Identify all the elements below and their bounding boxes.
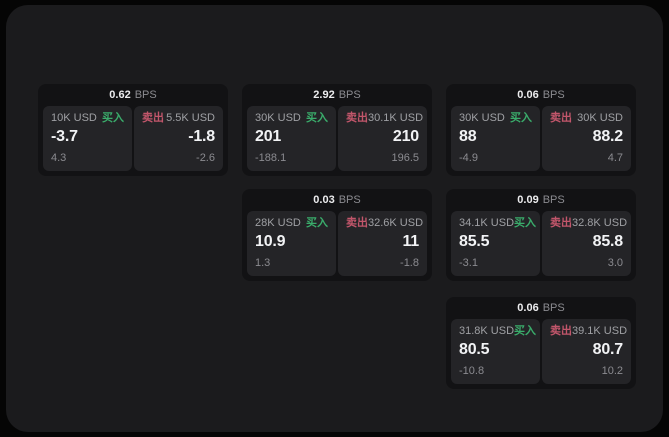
sell-panel[interactable]: 卖出 32.8K USD 85.8 3.0: [542, 211, 631, 276]
sell-delta-value: 3.0: [607, 257, 623, 269]
sell-side-label: 卖出: [550, 112, 572, 124]
sell-amount-label: 32.6K USD: [368, 217, 424, 229]
sell-panel[interactable]: 卖出 5.5K USD -1.8 -2.6: [134, 106, 223, 171]
buy-delta-value: -188.1: [255, 152, 287, 164]
buy-side-label: 买入: [306, 217, 328, 229]
sell-delta-value: -2.6: [196, 152, 215, 164]
sell-price-value: 80.7: [592, 341, 624, 358]
sell-delta-value: 196.5: [391, 152, 419, 164]
bps-value: 0.09: [517, 194, 539, 206]
sell-side-label: 卖出: [550, 325, 572, 337]
sell-delta-value: 10.2: [601, 365, 623, 377]
card-header: 0.09 BPS: [446, 189, 636, 211]
buy-panel[interactable]: 34.1K USD 买入 85.5 -3.1: [451, 211, 540, 276]
quote-card: 0.62 BPS 10K USD 买入 -3.7 4.3 卖出 5.5K USD…: [38, 84, 228, 176]
buy-panel[interactable]: 30K USD 买入 88 -4.9: [451, 106, 540, 171]
sell-amount-label: 30.1K USD: [368, 112, 424, 124]
card-header: 0.62 BPS: [38, 84, 228, 106]
bps-unit-label: BPS: [338, 89, 361, 101]
sell-amount-label: 5.5K USD: [166, 112, 215, 124]
sell-amount-label: 30K USD: [577, 112, 623, 124]
buy-amount-label: 10K USD: [51, 112, 97, 124]
sell-panel[interactable]: 卖出 30.1K USD 210 196.5: [338, 106, 427, 171]
quote-card: 0.09 BPS 34.1K USD 买入 85.5 -3.1 卖出 32.8K…: [446, 189, 636, 281]
bps-value: 0.06: [517, 302, 539, 314]
sell-price-value: 210: [392, 128, 419, 145]
bps-value: 0.06: [517, 89, 539, 101]
buy-price-value: 85.5: [459, 233, 490, 250]
sell-side-label: 卖出: [550, 217, 572, 229]
bps-value: 0.62: [109, 89, 131, 101]
card-header: 0.03 BPS: [242, 189, 432, 211]
buy-delta-value: -4.9: [459, 152, 478, 164]
bps-unit-label: BPS: [338, 194, 361, 206]
sell-delta-value: -1.8: [400, 257, 419, 269]
buy-price-value: -3.7: [51, 128, 78, 145]
buy-delta-value: -10.8: [459, 365, 485, 377]
sell-amount-label: 32.8K USD: [572, 217, 628, 229]
quote-card: 0.06 BPS 30K USD 买入 88 -4.9 卖出 30K USD 8…: [446, 84, 636, 176]
quote-card: 0.06 BPS 31.8K USD 买入 80.5 -10.8 卖出 39.1…: [446, 297, 636, 389]
sell-price-value: 11: [402, 233, 419, 250]
sell-panel[interactable]: 卖出 30K USD 88.2 4.7: [542, 106, 631, 171]
buy-panel[interactable]: 31.8K USD 买入 80.5 -10.8: [451, 319, 540, 384]
sell-panel[interactable]: 卖出 32.6K USD 11 -1.8: [338, 211, 427, 276]
buy-delta-value: -3.1: [459, 257, 478, 269]
sell-price-value: 85.8: [592, 233, 624, 250]
buy-delta-value: 1.3: [255, 257, 271, 269]
buy-amount-label: 28K USD: [255, 217, 301, 229]
buy-panel[interactable]: 28K USD 买入 10.9 1.3: [247, 211, 336, 276]
buy-price-value: 80.5: [459, 341, 490, 358]
bps-unit-label: BPS: [542, 194, 565, 206]
sell-side-label: 卖出: [346, 217, 368, 229]
sell-panel[interactable]: 卖出 39.1K USD 80.7 10.2: [542, 319, 631, 384]
buy-amount-label: 30K USD: [255, 112, 301, 124]
buy-price-value: 10.9: [255, 233, 286, 250]
buy-panel[interactable]: 10K USD 买入 -3.7 4.3: [43, 106, 132, 171]
buy-amount-label: 30K USD: [459, 112, 505, 124]
buy-delta-value: 4.3: [51, 152, 67, 164]
buy-amount-label: 31.8K USD: [459, 325, 515, 337]
sell-price-value: 88.2: [592, 128, 624, 145]
bps-unit-label: BPS: [542, 89, 565, 101]
sell-delta-value: 4.7: [607, 152, 623, 164]
bps-value: 0.03: [313, 194, 335, 206]
card-header: 0.06 BPS: [446, 84, 636, 106]
buy-side-label: 买入: [514, 325, 537, 337]
buy-side-label: 买入: [510, 112, 532, 124]
buy-price-value: 201: [255, 128, 282, 145]
bps-value: 2.92: [313, 89, 335, 101]
card-header: 0.06 BPS: [446, 297, 636, 319]
buy-price-value: 88: [459, 128, 477, 145]
sell-amount-label: 39.1K USD: [572, 325, 628, 337]
sell-price-value: -1.8: [188, 128, 215, 145]
bps-unit-label: BPS: [134, 89, 157, 101]
quote-card: 0.03 BPS 28K USD 买入 10.9 1.3 卖出 32.6K US…: [242, 189, 432, 281]
buy-side-label: 买入: [306, 112, 328, 124]
buy-side-label: 买入: [102, 112, 124, 124]
sell-side-label: 卖出: [346, 112, 368, 124]
sell-side-label: 卖出: [142, 112, 164, 124]
buy-side-label: 买入: [514, 217, 537, 229]
buy-amount-label: 34.1K USD: [459, 217, 515, 229]
buy-panel[interactable]: 30K USD 买入 201 -188.1: [247, 106, 336, 171]
quote-card: 2.92 BPS 30K USD 买入 201 -188.1 卖出 30.1K …: [242, 84, 432, 176]
card-header: 2.92 BPS: [242, 84, 432, 106]
bps-unit-label: BPS: [542, 302, 565, 314]
